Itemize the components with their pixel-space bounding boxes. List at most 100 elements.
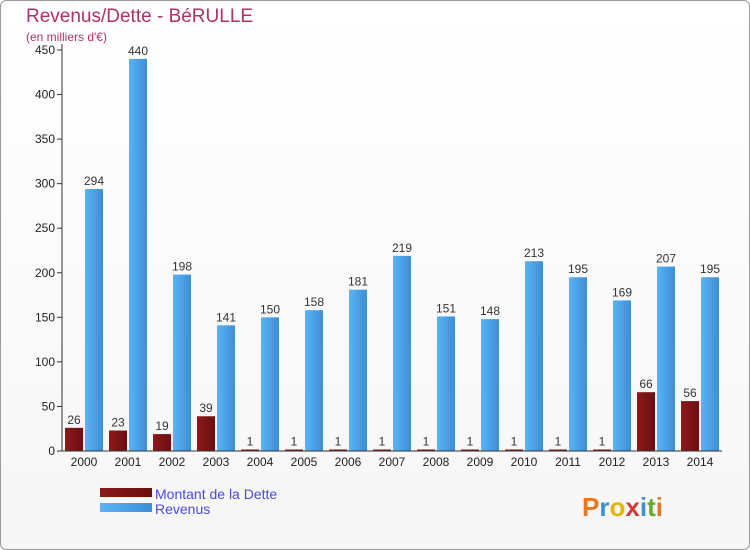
data-label-revenus: 148: [480, 304, 500, 318]
data-label-debt: 1: [423, 435, 430, 449]
data-label-debt: 1: [467, 435, 474, 449]
y-tick-label: 150: [35, 310, 55, 324]
bar-debt: [373, 449, 391, 451]
y-tick-label: 400: [35, 88, 55, 102]
data-label-debt: 1: [555, 435, 562, 449]
logo-letter: i: [640, 492, 647, 522]
bars-layer: [65, 58, 719, 452]
data-label-debt: 1: [291, 435, 298, 449]
x-tick-label: 2009: [467, 455, 494, 469]
logo-letter: P: [582, 492, 599, 522]
data-label-debt: 19: [155, 419, 169, 433]
data-label-revenus: 213: [524, 246, 544, 260]
proxiti-logo: Proxiti: [582, 492, 663, 522]
data-label-debt: 39: [199, 401, 213, 415]
x-tick-label: 2008: [423, 455, 450, 469]
data-label-revenus: 219: [392, 241, 412, 255]
x-tick-label: 2003: [203, 455, 230, 469]
bar-revenus: [261, 317, 279, 451]
y-tick-label: 200: [35, 266, 55, 280]
data-label-revenus: 150: [260, 302, 280, 316]
chart-title: Revenus/Dette - BéRULLE: [26, 6, 253, 27]
bar-debt: [329, 449, 347, 451]
bar-debt: [461, 449, 479, 451]
data-label-debt: 66: [639, 377, 653, 391]
data-label-revenus: 195: [700, 262, 720, 276]
data-label-debt: 23: [111, 416, 125, 430]
data-label-revenus: 294: [84, 174, 104, 188]
chart-subtitle: (en milliers d'€): [26, 30, 107, 44]
x-tick-label: 2005: [291, 455, 318, 469]
data-labels-layer: 26 294 23 440 19 198 39 141 1 150 1 158 1 181 1 219 1 151…: [67, 44, 720, 449]
bar-debt: [109, 430, 127, 451]
bar-debt: [637, 392, 655, 451]
data-label-debt: 1: [511, 435, 518, 449]
bar-revenus: [393, 255, 411, 451]
y-tick-label: 250: [35, 221, 55, 235]
x-tick-label: 2004: [247, 455, 274, 469]
x-tick-label: 2006: [335, 455, 362, 469]
bar-revenus: [305, 310, 323, 451]
bar-revenus: [437, 316, 455, 451]
data-label-debt: 1: [247, 435, 254, 449]
bar-revenus: [85, 189, 103, 451]
data-label-revenus: 169: [612, 285, 632, 299]
y-tick-label: 50: [42, 399, 56, 413]
data-label-revenus: 195: [568, 262, 588, 276]
bar-revenus: [481, 319, 499, 451]
data-label-revenus: 151: [436, 301, 456, 315]
y-tick-label: 0: [48, 444, 55, 458]
bar-debt: [593, 449, 611, 451]
bar-revenus: [657, 266, 675, 451]
bar-debt: [241, 449, 259, 451]
x-tick-label: 2011: [555, 455, 581, 469]
bar-revenus: [613, 300, 631, 451]
logo-letter: r: [599, 492, 609, 522]
data-label-revenus: 198: [172, 260, 192, 274]
bar-revenus: [217, 325, 235, 451]
y-tick-label: 450: [35, 43, 55, 57]
logo-letter: i: [656, 492, 663, 522]
data-label-debt: 56: [683, 386, 697, 400]
bar-revenus: [701, 277, 719, 451]
x-tick-label: 2001: [115, 455, 142, 469]
y-tick-label: 350: [35, 132, 55, 146]
bar-debt: [417, 449, 435, 451]
x-tick-label: 2013: [643, 455, 670, 469]
bar-debt: [65, 427, 83, 451]
x-tick-label: 2012: [599, 455, 626, 469]
bar-debt: [153, 434, 171, 451]
data-label-debt: 26: [67, 413, 81, 427]
bar-revenus: [525, 261, 543, 451]
x-tick-label: 2007: [379, 455, 406, 469]
logo-letter: t: [647, 492, 656, 522]
y-tick-label: 300: [35, 177, 55, 191]
data-label-debt: 1: [335, 435, 342, 449]
legend-swatch-debt: [100, 488, 152, 497]
bar-debt: [197, 416, 215, 451]
logo-letter: x: [625, 492, 640, 522]
data-label-revenus: 440: [128, 44, 148, 58]
bar-debt: [681, 401, 699, 451]
x-tick-label: 2014: [687, 455, 714, 469]
y-tick-label: 100: [35, 355, 55, 369]
bar-revenus: [129, 58, 147, 452]
axes-layer: 0 50 100 150 200 250 300 350 400 450 2000 2001 2002 2…: [35, 43, 722, 469]
data-label-revenus: 181: [348, 275, 368, 289]
data-label-revenus: 158: [304, 295, 324, 309]
data-label-debt: 1: [599, 435, 606, 449]
data-label-revenus: 207: [656, 252, 676, 266]
bar-debt: [505, 449, 523, 451]
legend-label-revenus: Revenus: [155, 501, 210, 517]
logo-letter: o: [609, 492, 625, 522]
x-tick-label: 2002: [159, 455, 186, 469]
bar-revenus: [349, 289, 367, 451]
bar-revenus: [173, 274, 191, 451]
data-label-debt: 1: [379, 435, 386, 449]
bar-revenus: [569, 277, 587, 451]
bar-debt: [549, 449, 567, 451]
x-tick-label: 2010: [511, 455, 538, 469]
x-tick-label: 2000: [71, 455, 98, 469]
